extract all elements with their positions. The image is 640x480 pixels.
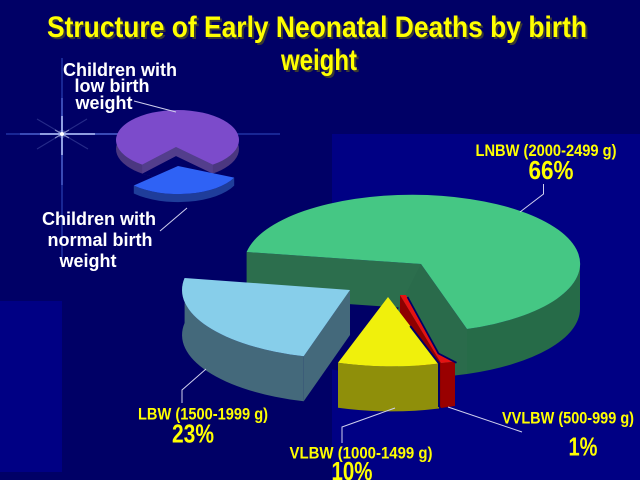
svg-text:low birth: low birth — [75, 76, 150, 96]
svg-text:weight: weight — [59, 251, 117, 271]
svg-text:VLBW (1000-1499 g): VLBW (1000-1499 g) — [290, 444, 433, 463]
svg-text:LBW (1500-1999 g): LBW (1500-1999 g) — [138, 405, 268, 424]
svg-text:weight: weight — [282, 46, 359, 79]
svg-text:VVLBW (500-999 g): VVLBW (500-999 g) — [502, 409, 634, 428]
svg-text:Children with: Children with — [63, 60, 177, 80]
svg-text:Structure of Early Neonatal De: Structure of Early Neonatal Deaths by bi… — [49, 13, 589, 46]
svg-text:23%: 23% — [172, 419, 214, 449]
svg-text:normal birth: normal birth — [47, 230, 152, 250]
svg-text:Children with: Children with — [42, 209, 156, 229]
svg-text:66%: 66% — [529, 155, 574, 185]
svg-text:10%: 10% — [332, 456, 373, 480]
svg-text:1%: 1% — [569, 432, 598, 462]
svg-text:Structure of Early Neonatal De: Structure of Early Neonatal Deaths by bi… — [47, 11, 587, 44]
svg-text:weight: weight — [280, 44, 357, 77]
svg-text:weight: weight — [75, 93, 133, 113]
svg-text:LNBW (2000-2499 g): LNBW (2000-2499 g) — [476, 141, 617, 160]
